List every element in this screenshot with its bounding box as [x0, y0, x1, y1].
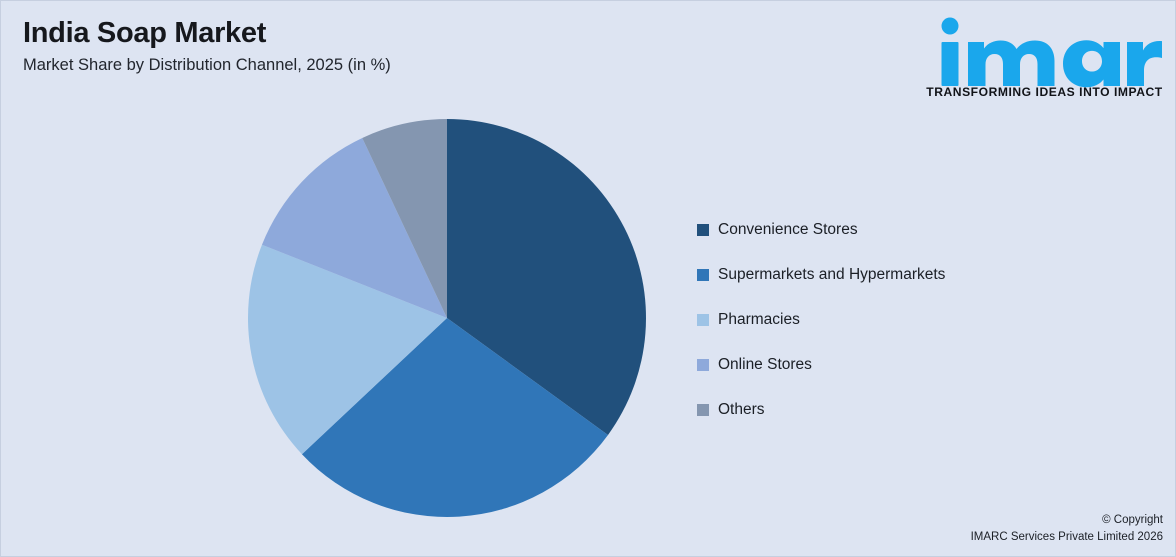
copyright-footer: © Copyright IMARC Services Private Limit… [971, 512, 1163, 547]
copyright-line-1: © Copyright [1102, 513, 1163, 526]
chart-legend: Convenience Stores Supermarkets and Hyper… [697, 207, 1117, 432]
page-title: India Soap Market [23, 17, 267, 49]
pie-slice-group [247, 119, 646, 517]
legend-swatch-icon [697, 268, 709, 281]
legend-item-label: Others [718, 400, 765, 418]
pie-chart [247, 118, 647, 518]
legend-item-label: Supermarkets and Hypermarkets [718, 265, 946, 283]
chart-subtitle: Market Share by Distribution Channel, 20… [23, 56, 391, 75]
copyright-line-2: IMARC Services Private Limited 2026 [970, 530, 1163, 543]
legend-item[interactable]: Others [697, 387, 1117, 432]
pie-slice[interactable] [362, 119, 447, 318]
pie-slice[interactable] [301, 318, 608, 517]
chart-header: India Soap Market Market Share by Distri… [23, 17, 723, 76]
legend-item[interactable]: Pharmacies [697, 297, 1117, 342]
legend-swatch-icon [697, 403, 709, 416]
legend-swatch-icon [697, 313, 709, 326]
legend-item[interactable]: Online Stores [697, 342, 1117, 387]
legend-item[interactable]: Supermarkets and Hypermarkets [697, 252, 1117, 297]
imarc-logo: TRANSFORMING IDEAS INTO IMPACT [922, 9, 1167, 99]
legend-item-label: Convenience Stores [718, 220, 858, 238]
logo-tagline: TRANSFORMING IDEAS INTO IMPACT [926, 85, 1163, 99]
pie-slice[interactable] [447, 119, 646, 435]
imarc-wordmark-icon [941, 17, 1162, 88]
legend-swatch-icon [697, 223, 709, 236]
legend-item[interactable]: Convenience Stores [697, 207, 1117, 252]
pie-slice[interactable] [261, 137, 447, 318]
pie-slice[interactable] [247, 244, 447, 455]
legend-item-label: Pharmacies [718, 310, 800, 328]
legend-swatch-icon [697, 358, 709, 371]
pie-chart-svg [247, 119, 646, 517]
legend-item-label: Online Stores [718, 355, 812, 373]
